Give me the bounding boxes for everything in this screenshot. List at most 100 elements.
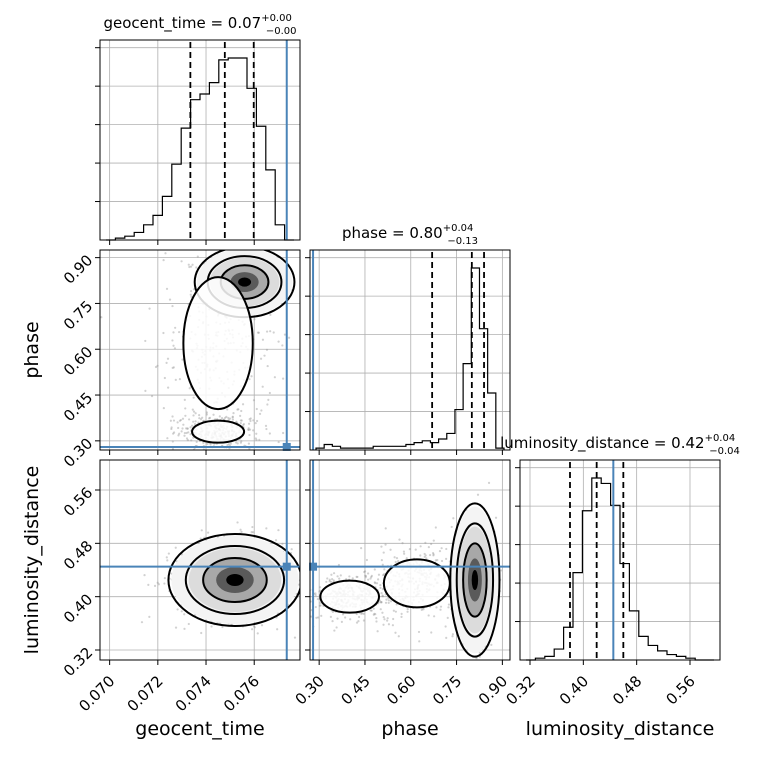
sample-point xyxy=(183,469,185,471)
sample-point xyxy=(380,601,383,604)
sample-point xyxy=(394,610,397,613)
sample-point xyxy=(255,438,258,441)
sample-point xyxy=(363,570,366,574)
x-tick-label-geocent_time: 0.072 xyxy=(124,672,167,715)
sample-point xyxy=(406,610,409,613)
sample-point xyxy=(148,307,151,310)
sample-point xyxy=(318,590,321,593)
y-tick-label-luminosity_distance: 0.48 xyxy=(60,537,96,573)
sample-point xyxy=(273,245,275,247)
sample-point xyxy=(306,618,308,620)
title-phase: phase = 0.80+0.04 −0.13 xyxy=(342,223,478,247)
title-plus: +0.04 xyxy=(705,433,736,444)
sample-point xyxy=(335,626,338,629)
sample-point xyxy=(331,610,335,613)
sample-point xyxy=(181,417,185,420)
sample-point xyxy=(382,551,385,554)
x-axis-label-phase: phase xyxy=(381,718,438,740)
sample-point xyxy=(239,441,242,444)
sample-point xyxy=(381,595,384,598)
sample-point xyxy=(364,574,367,577)
sample-point xyxy=(356,575,359,579)
sample-point xyxy=(316,616,320,619)
y-tick-label-phase: 0.45 xyxy=(60,389,96,425)
sample-point xyxy=(255,419,259,423)
panel-frame xyxy=(99,249,301,451)
tail-contour xyxy=(191,419,246,444)
sample-point xyxy=(212,413,215,416)
sample-point xyxy=(379,601,382,604)
sample-point xyxy=(363,570,367,573)
sample-point xyxy=(290,548,293,551)
sample-point xyxy=(304,292,306,294)
tail-fill xyxy=(320,580,380,613)
sample-point xyxy=(189,433,192,436)
sample-point xyxy=(181,427,184,430)
sample-point xyxy=(165,287,169,290)
sample-point xyxy=(445,636,448,639)
sample-point xyxy=(277,529,280,532)
sample-point xyxy=(432,539,435,542)
x-tick-label-phase: 0.75 xyxy=(429,672,465,708)
sample-point xyxy=(172,432,175,435)
sample-point xyxy=(182,423,185,426)
sample-point xyxy=(361,612,364,615)
sample-point xyxy=(174,626,178,629)
tail-fill xyxy=(192,420,245,443)
sample-point xyxy=(176,421,179,424)
sample-point xyxy=(265,348,269,351)
contour-level-2 xyxy=(202,557,268,603)
sample-point xyxy=(177,426,180,430)
sample-point xyxy=(445,557,448,560)
sample-point xyxy=(183,452,185,454)
x-tick-label-phase: 0.90 xyxy=(475,672,511,708)
sample-point xyxy=(196,255,199,258)
sample-point xyxy=(362,619,366,622)
sample-point xyxy=(255,432,258,435)
sample-point xyxy=(191,408,194,411)
panel-geocent_time-vs-phase xyxy=(95,222,306,471)
sample-point xyxy=(370,609,373,612)
sample-point xyxy=(165,556,168,559)
sample-point xyxy=(235,420,238,423)
sample-point xyxy=(269,330,272,333)
sample-point xyxy=(427,614,430,617)
sample-point xyxy=(487,481,491,484)
sample-point xyxy=(165,361,168,364)
sample-point xyxy=(375,620,378,623)
sample-point xyxy=(431,551,435,555)
sample-point xyxy=(423,555,426,558)
sample-point xyxy=(332,579,335,582)
sample-point xyxy=(250,375,253,378)
sample-point xyxy=(277,340,280,343)
histogram-phase xyxy=(315,267,505,450)
x-tick-label-luminosity_distance: 0.40 xyxy=(556,672,592,708)
sample-point xyxy=(380,545,383,548)
sample-point xyxy=(249,417,252,420)
x-tick-label-geocent_time: 0.074 xyxy=(172,672,215,715)
sample-point xyxy=(251,525,254,529)
sample-point xyxy=(171,415,174,418)
sample-point xyxy=(171,304,174,308)
sample-point xyxy=(336,617,339,620)
sample-point xyxy=(367,572,370,575)
sample-point xyxy=(392,617,395,621)
sample-point xyxy=(300,582,302,584)
panel-frame xyxy=(309,249,511,451)
panel-content xyxy=(140,521,302,639)
sample-point xyxy=(166,437,169,440)
sample-point xyxy=(330,573,333,576)
sample-point xyxy=(266,364,269,368)
sample-point xyxy=(365,558,369,562)
sample-point xyxy=(239,222,241,224)
sample-point xyxy=(162,331,165,335)
sample-point xyxy=(344,616,347,619)
sample-point xyxy=(276,628,279,631)
sample-point xyxy=(266,403,269,406)
sample-point xyxy=(205,413,208,416)
sample-point xyxy=(393,556,396,559)
sample-point xyxy=(395,557,399,560)
sample-point xyxy=(494,516,498,519)
sample-point xyxy=(194,420,197,423)
sample-point xyxy=(248,378,251,381)
